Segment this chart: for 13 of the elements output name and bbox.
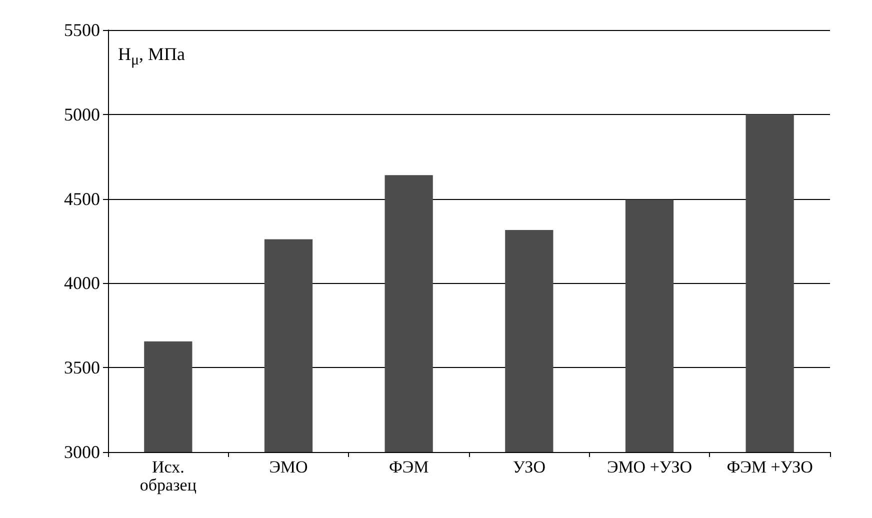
- y-tick-label: 5000: [64, 104, 100, 124]
- y-axis-title: H$_{μ}$, МПа: [118, 44, 186, 70]
- x-tick-label: ФЭМ: [388, 458, 429, 476]
- y-tick-label: 3000: [64, 442, 100, 462]
- x-tick-label: УЗО: [512, 458, 546, 476]
- y-tick-label: 5500: [64, 20, 100, 40]
- x-tick-label: Исх. образец: [140, 458, 196, 494]
- x-tick-label: ЭМО: [269, 458, 308, 476]
- y-tick-label: 3500: [64, 358, 100, 378]
- x-tick-label: ФЭМ +УЗО: [726, 458, 813, 476]
- y-tick-label: 4500: [64, 188, 100, 209]
- y-tick-label: 4000: [64, 273, 100, 294]
- x-tick-label: ЭМО +УЗО: [606, 458, 692, 476]
